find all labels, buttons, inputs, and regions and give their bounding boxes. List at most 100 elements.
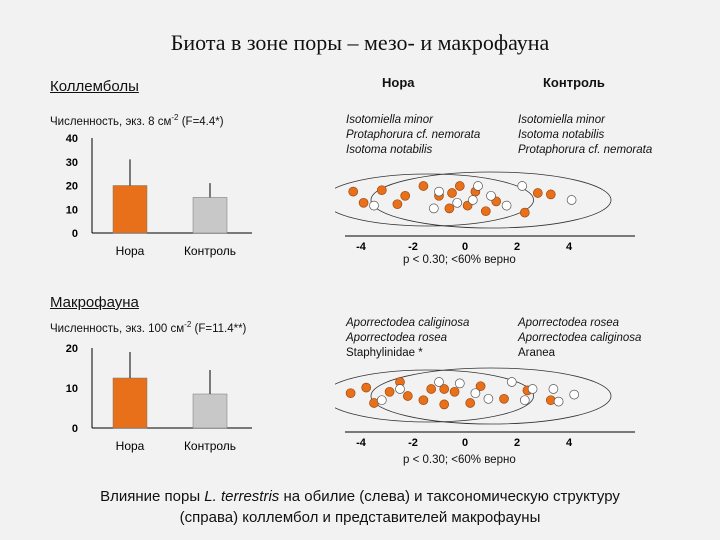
species-list-nora-macrofauna: Aporrectodea caliginosa Aporrectodea ros… (346, 316, 469, 361)
collembola-subtitle-stat: (F=4.4*) (181, 115, 224, 128)
section-heading-macrofauna: Макрофауна (50, 294, 139, 311)
point-nora (444, 203, 455, 214)
species-item: Staphylinidae * (346, 347, 423, 359)
point-control (428, 203, 439, 214)
point-nora (454, 181, 465, 191)
ordination-tick-label: 0 (462, 241, 468, 253)
point-nora (376, 185, 387, 196)
point-control (473, 181, 483, 191)
species-item: Aporrectodea rosea (518, 317, 620, 329)
ordination-stat-collembola: p < 0.30; <60% верно (403, 254, 516, 266)
x-tick-label: Контроль (184, 244, 236, 258)
species-list-nora-collembola: Isotomiella minor Protaphorura cf. nemor… (346, 113, 480, 158)
macrofauna-subtitle-sup: -2 (184, 320, 192, 329)
point-nora (545, 189, 556, 200)
point-nora (426, 384, 437, 394)
point-nora (545, 395, 556, 406)
ordination-tick-label: -2 (408, 437, 418, 449)
point-nora (345, 388, 356, 399)
collembola-subtitle: Численность, экз. 8 см-2 (F=4.4*) (50, 113, 224, 128)
ordination-tick-label: 2 (514, 241, 520, 253)
point-nora (465, 398, 476, 408)
point-nora (439, 384, 450, 394)
point-control (395, 384, 405, 394)
page-title: Биота в зоне поры – мезо- и макрофауна (170, 30, 550, 55)
caption-species: L. terrestris (204, 488, 280, 505)
caption-post: на обилие (слева) и таксономическую стру… (279, 488, 620, 505)
header-control: Контроль (543, 75, 605, 90)
species-item: Aporrectodea rosea (346, 332, 448, 344)
section-heading-collembola: Коллемболы (50, 78, 139, 95)
y-tick-label: 0 (72, 228, 78, 240)
ordination-tick-label: 0 (462, 437, 468, 449)
x-tick-label: Нора (116, 244, 145, 258)
species-list-control-macrofauna: Aporrectodea rosea Aporrectodea caligino… (518, 316, 641, 361)
macrofauna-subtitle: Численность, экз. 100 см-2 (F=11.4**) (50, 320, 246, 335)
point-control (566, 195, 577, 205)
y-tick-label: 40 (66, 133, 78, 145)
y-tick-label: 20 (66, 181, 78, 193)
point-nora (418, 395, 429, 406)
ordination-plot-macrofauna: -4 -2 0 2 4 (335, 367, 635, 449)
species-item: Isotoma notabilis (518, 129, 605, 141)
point-control (486, 190, 496, 201)
point-nora (519, 207, 530, 218)
point-control (527, 384, 538, 394)
point-nora (532, 188, 543, 198)
y-tick-label: 10 (66, 204, 78, 216)
caption-line-2: (справа) коллембол и представителей макр… (179, 509, 541, 526)
bar (192, 197, 228, 234)
ordination-tick-label: -2 (408, 241, 418, 253)
species-item: Aporrectodea caliginosa (518, 332, 642, 344)
ellipse-nora (335, 369, 534, 423)
point-nora (449, 386, 460, 397)
point-nora (439, 399, 450, 410)
species-list-control-collembola: Isotomiella minor Isotoma notabilis Prot… (518, 113, 652, 158)
point-control (501, 200, 512, 211)
collembola-subtitle-text: Численность, экз. 8 см (50, 115, 172, 128)
point-control (553, 396, 564, 407)
point-control (434, 186, 444, 197)
point-nora (402, 391, 413, 401)
ellipse-nora (335, 173, 534, 227)
bar-chart-collembola: 40 30 20 10 0 Нора Контроль (66, 133, 252, 258)
header-nora: Нора (382, 75, 415, 90)
species-item: Isotoma notabilis (346, 144, 433, 156)
bar (112, 377, 148, 429)
point-nora (361, 382, 372, 393)
species-item: Aporrectodea caliginosa (346, 317, 470, 329)
point-nora (499, 393, 509, 404)
point-nora (447, 188, 457, 198)
ordination-tick-label: 2 (514, 437, 520, 449)
point-control (548, 384, 559, 394)
y-tick-label: 30 (66, 157, 78, 169)
macrofauna-subtitle-stat: (F=11.4**) (194, 322, 247, 335)
caption-line-1: Влияние поры L. terrestris на обилие (сл… (0, 488, 720, 505)
collembola-subtitle-sup: -2 (171, 113, 179, 122)
ordination-tick-label: -4 (356, 437, 367, 449)
point-control (506, 377, 517, 387)
point-control (569, 389, 580, 400)
point-nora (348, 186, 359, 197)
y-tick-label: 0 (72, 423, 78, 435)
point-control (454, 378, 465, 389)
point-nora (418, 181, 429, 191)
point-control (376, 395, 387, 406)
species-item: Isotomiella minor (518, 114, 605, 126)
point-control (434, 377, 444, 387)
point-control (452, 197, 463, 208)
ellipse-control (370, 367, 612, 425)
point-nora (384, 386, 395, 397)
species-item: Isotomiella minor (346, 114, 433, 126)
point-nora (475, 381, 486, 392)
point-nora (400, 190, 411, 201)
point-control (470, 388, 481, 399)
macrofauna-subtitle-text: Численность, экз. 100 см (50, 322, 185, 335)
point-nora (480, 206, 491, 217)
x-tick-label: Нора (116, 439, 145, 453)
point-nora (358, 197, 369, 208)
bar (112, 185, 148, 234)
point-control (369, 200, 379, 211)
x-tick-label: Контроль (184, 439, 236, 453)
species-item: Protaphorura cf. nemorata (346, 129, 481, 141)
